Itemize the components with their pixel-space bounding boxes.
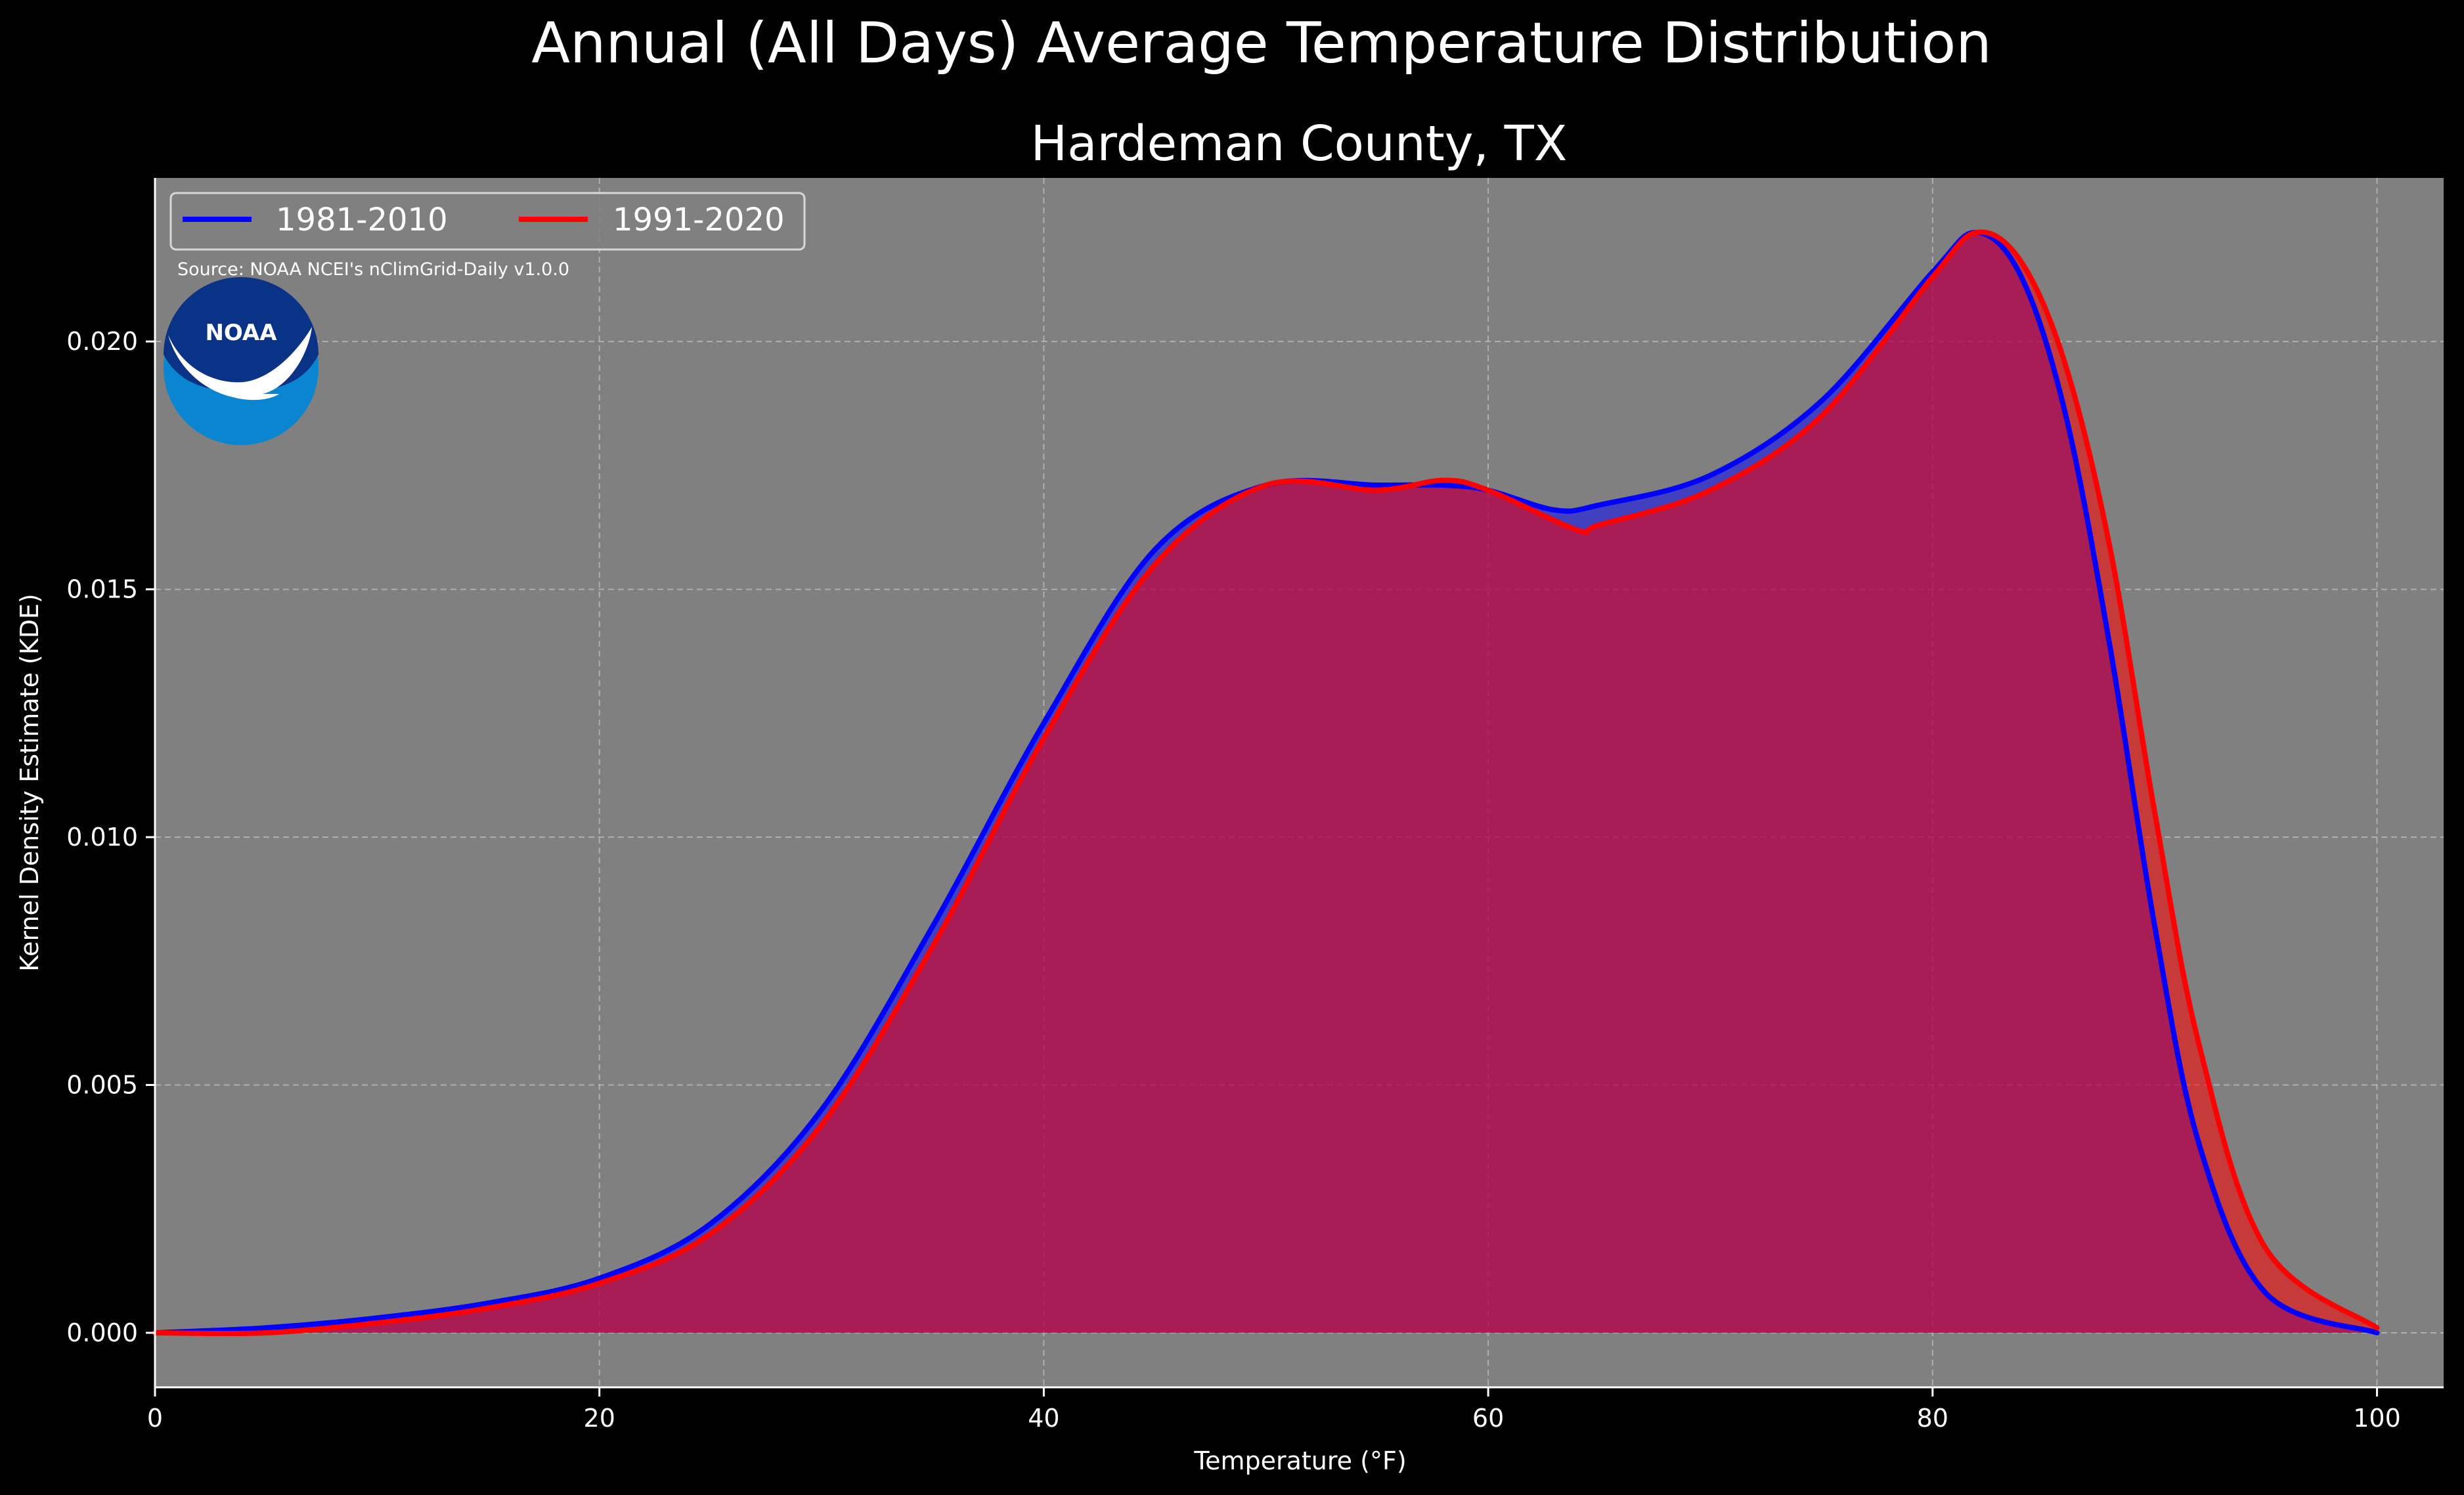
y-tick-label: 0.010	[66, 823, 138, 852]
area-fill-1991-2020	[155, 232, 2377, 1334]
y-tick-label: 0.015	[66, 575, 138, 604]
legend: 1981-2010 1991-2020	[169, 192, 806, 251]
y-axis-ticks: 0.000 0.005 0.010 0.015 0.020	[66, 327, 155, 1347]
noaa-logo: NOAA	[164, 277, 319, 445]
source-note: Source: NOAA NCEI's nClimGrid-Daily v1.0…	[177, 259, 569, 280]
x-tick-label: 100	[2353, 1404, 2401, 1433]
y-tick-label: 0.000	[66, 1318, 138, 1347]
noaa-logo-gull-icon	[168, 327, 312, 401]
y-tick-label: 0.005	[66, 1071, 138, 1100]
legend-frame	[169, 192, 806, 251]
series-fills	[155, 232, 2377, 1334]
legend-label-1981-2010: 1981-2010	[276, 202, 448, 238]
noaa-logo-inner-sky	[164, 277, 319, 393]
y-tick-label: 0.020	[66, 327, 138, 356]
x-axis-ticks: 0 20 40 60 80 100	[147, 1387, 2401, 1433]
y-axis-label: Kernel Density Estimate (KDE)	[15, 594, 44, 972]
x-tick-label: 0	[147, 1404, 163, 1433]
series-line-1991-2020	[152, 229, 2380, 1337]
chart-subtitle: Hardeman County, TX	[1031, 116, 1568, 172]
x-tick-label: 40	[1028, 1404, 1059, 1433]
x-axis-label: Temperature (°F)	[1193, 1446, 1406, 1475]
x-tick-label: 80	[1917, 1404, 1948, 1433]
series-lines	[152, 229, 2380, 1337]
noaa-logo-text: NOAA	[205, 320, 277, 346]
x-tick-label: 60	[1472, 1404, 1504, 1433]
x-tick-label: 20	[584, 1404, 615, 1433]
axes	[154, 178, 2444, 1389]
chart-title: Annual (All Days) Average Temperature Di…	[531, 11, 1992, 76]
legend-label-1991-2020: 1991-2020	[613, 202, 785, 238]
